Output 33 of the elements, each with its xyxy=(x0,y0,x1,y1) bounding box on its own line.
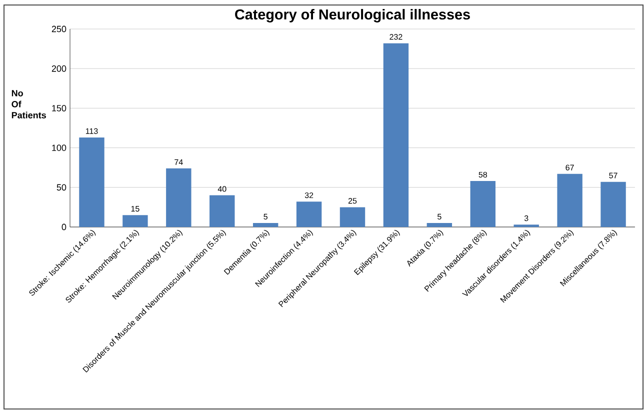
bar xyxy=(122,215,148,227)
y-tick-label: 50 xyxy=(56,184,66,191)
bar xyxy=(252,223,278,227)
data-label: 67 xyxy=(566,164,574,170)
data-label: 15 xyxy=(131,206,140,212)
bar xyxy=(470,181,496,227)
bar xyxy=(383,43,409,227)
data-label: 232 xyxy=(390,34,402,40)
bar xyxy=(557,174,582,227)
y-tick-label: 200 xyxy=(52,65,66,72)
data-label: 113 xyxy=(86,128,98,134)
y-tick-label: 150 xyxy=(52,105,66,112)
bar xyxy=(296,202,322,227)
bar xyxy=(79,137,104,227)
data-label: 3 xyxy=(524,215,528,222)
data-label: 25 xyxy=(348,198,357,204)
data-label: 5 xyxy=(264,214,268,220)
chart-title: Category of Neurological illnesses xyxy=(235,8,470,22)
bar xyxy=(210,195,235,227)
data-label: 40 xyxy=(218,186,226,192)
data-label: 57 xyxy=(609,172,618,178)
bar xyxy=(340,207,366,227)
y-axis-title: No Of Patients xyxy=(12,90,46,118)
y-tick-label: 100 xyxy=(52,144,66,151)
y-tick-label: 0 xyxy=(62,224,66,230)
y-tick-label: 250 xyxy=(52,26,66,32)
data-label: 58 xyxy=(478,172,487,178)
data-label: 5 xyxy=(438,214,442,220)
bar xyxy=(166,168,192,227)
bar xyxy=(426,223,452,227)
data-label: 32 xyxy=(304,192,314,198)
bar xyxy=(600,182,626,227)
data-label: 74 xyxy=(174,159,183,165)
